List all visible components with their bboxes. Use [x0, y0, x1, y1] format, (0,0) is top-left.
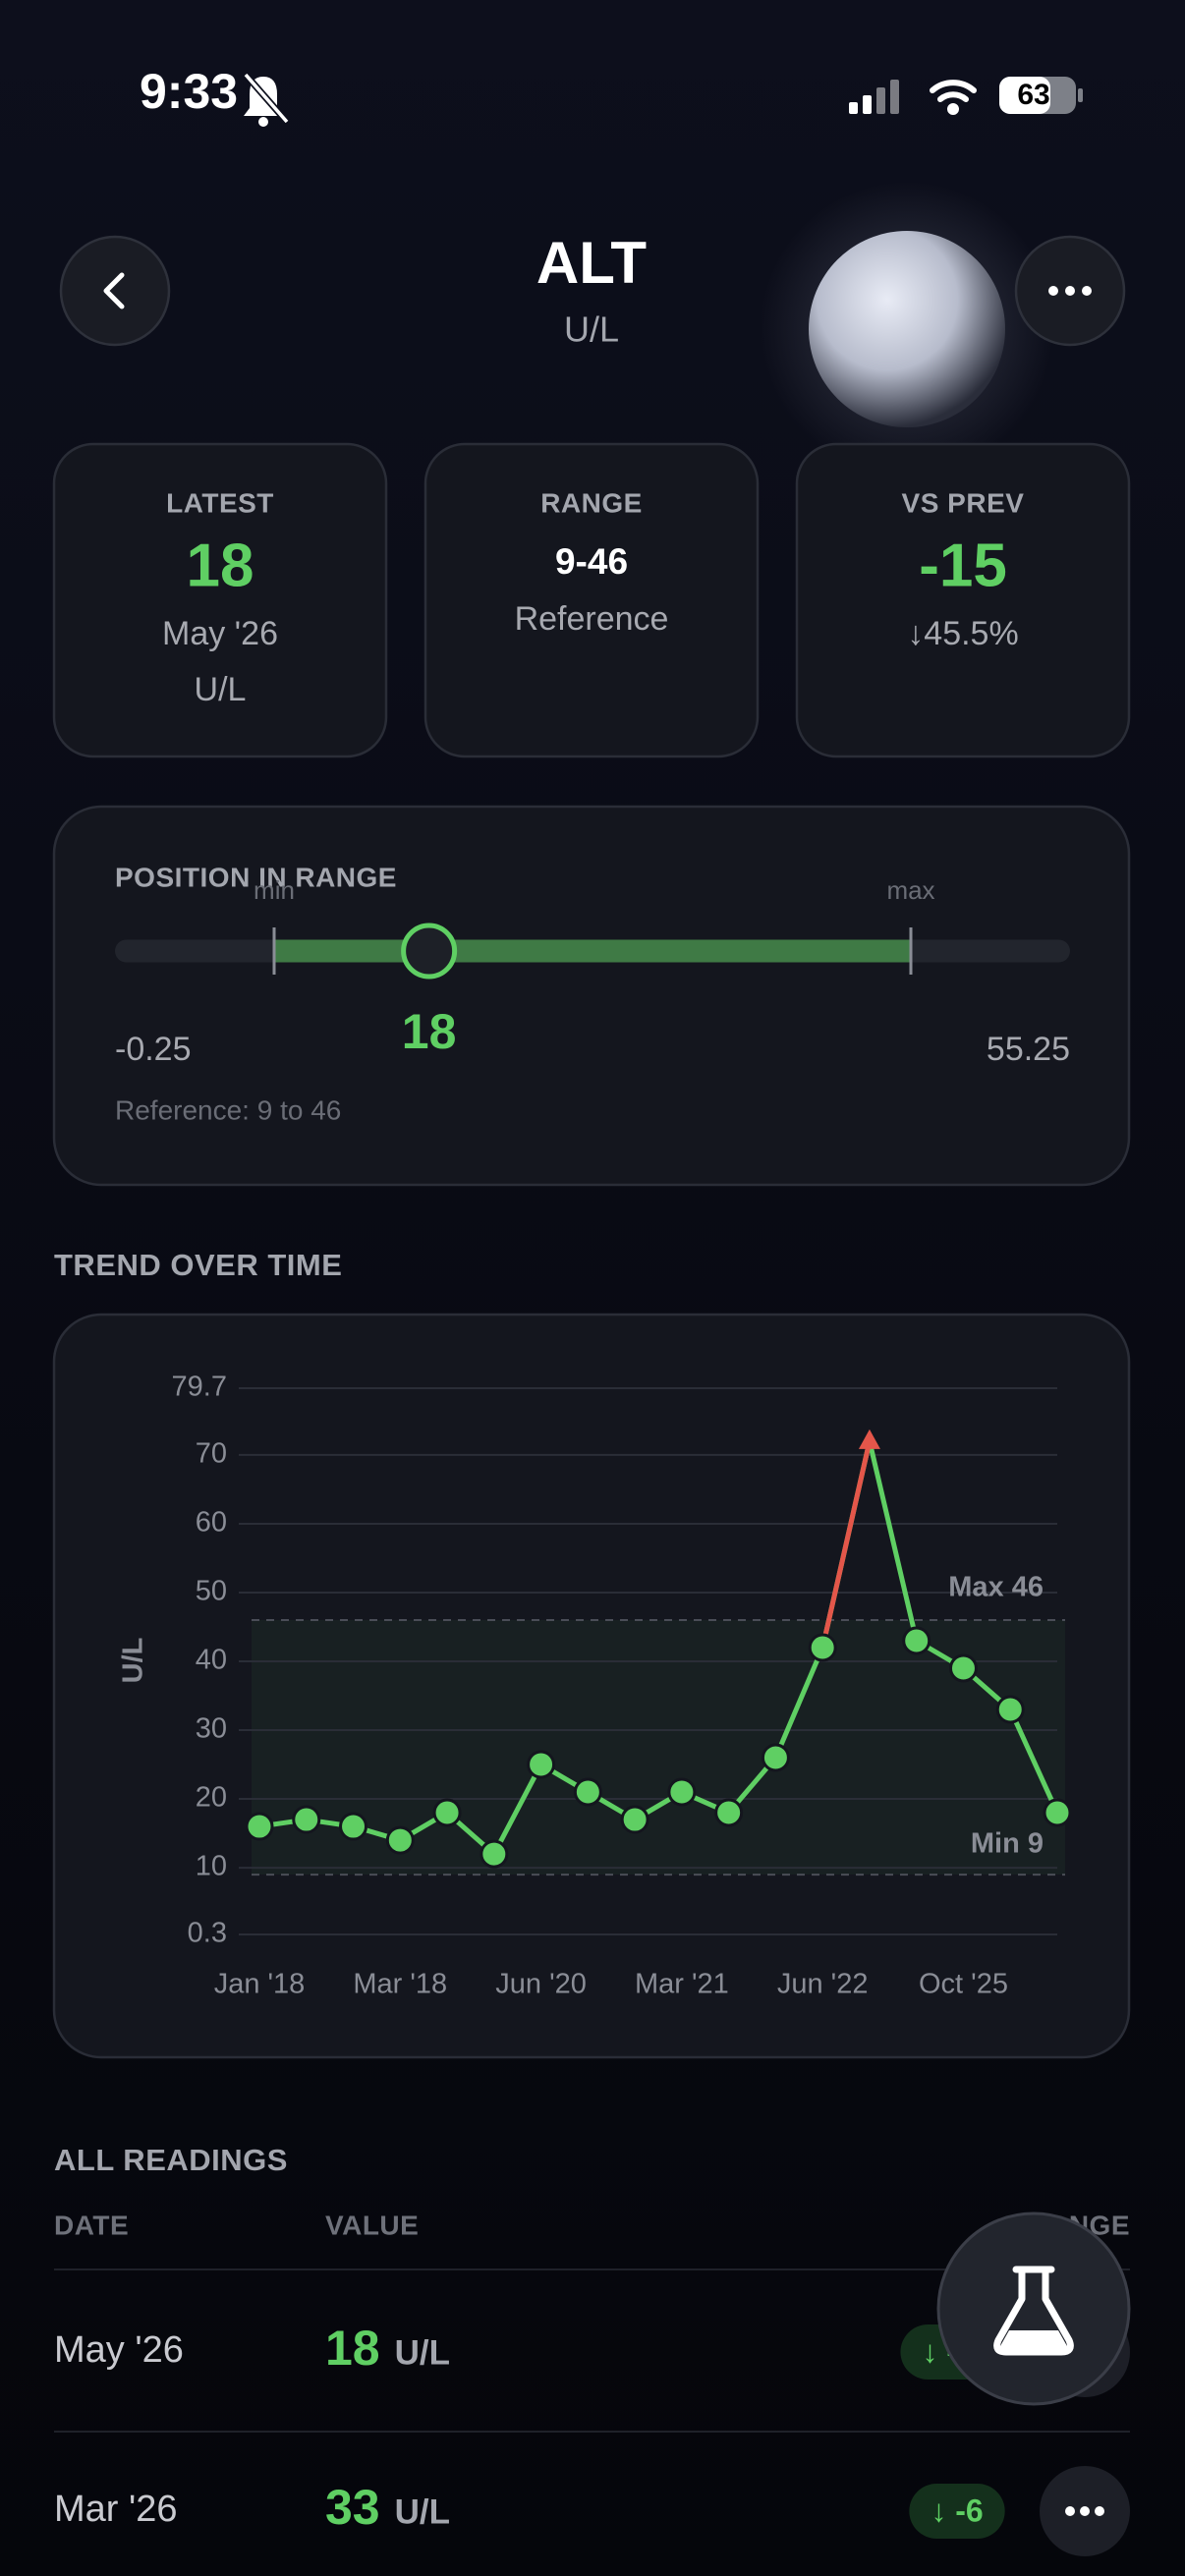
data-point — [385, 1825, 415, 1855]
orb — [809, 231, 1005, 427]
silent-icon — [243, 72, 290, 127]
y-tick-label: 50 — [196, 1576, 227, 1607]
band-label: Max 46 — [948, 1572, 1044, 1603]
x-tick-label: Jun '20 — [495, 1969, 587, 2000]
position-title: POSITION IN RANGE — [115, 862, 397, 892]
change-pill-bg — [909, 2484, 1005, 2539]
battery-icon: 63 — [999, 77, 1083, 114]
page-unit: U/L — [564, 309, 619, 350]
stat-value: 9-46 — [555, 541, 628, 582]
stat-value: -15 — [919, 532, 1007, 599]
reading-date: May '26 — [54, 2329, 184, 2371]
reference-note: Reference: 9 to 46 — [115, 1094, 341, 1125]
y-tick-label: 70 — [196, 1438, 227, 1470]
data-point — [620, 1805, 649, 1834]
data-point — [480, 1839, 509, 1869]
reference-segment — [274, 939, 911, 963]
y-tick-label: 40 — [196, 1645, 227, 1676]
row-more-dot — [1080, 2506, 1090, 2516]
x-tick-label: Mar '18 — [353, 1969, 447, 2000]
y-tick-label: 60 — [196, 1507, 227, 1539]
y-tick-label: 30 — [196, 1713, 227, 1745]
row-more-dot — [1065, 2506, 1075, 2516]
y-tick-label: 0.3 — [188, 1918, 227, 1949]
flask-icon — [993, 2266, 1074, 2356]
section-title: TREND OVER TIME — [54, 1248, 342, 1282]
stat-card — [52, 442, 388, 758]
stat-label: VS PREV — [902, 487, 1025, 518]
stat-card — [423, 442, 760, 758]
stat-detail: May '26 — [162, 615, 278, 652]
y-axis-label: U/L — [118, 1638, 149, 1684]
x-tick-label: Jan '18 — [214, 1969, 306, 2000]
data-point — [527, 1750, 556, 1779]
y-tick-label: 10 — [196, 1851, 227, 1882]
reading-date: Mar '26 — [54, 2489, 178, 2530]
out-of-range-point — [858, 1428, 880, 1449]
max-label: max — [886, 875, 934, 905]
band-area — [252, 1619, 1065, 1876]
stat-label: LATEST — [166, 487, 274, 518]
data-point — [948, 1653, 978, 1683]
stat-detail: U/L — [195, 671, 247, 708]
x-tick-label: Oct '25 — [919, 1969, 1008, 2000]
chart-card — [52, 1313, 1131, 2059]
reference-band — [252, 1619, 1065, 1876]
data-point — [1043, 1798, 1072, 1827]
back-button[interactable] — [59, 235, 171, 347]
change-pill: ↓ -6 — [909, 2484, 1005, 2539]
data-point — [245, 1812, 274, 1841]
lab-fab[interactable] — [936, 2212, 1131, 2406]
data-point — [339, 1812, 368, 1841]
reading-unit: U/L — [395, 2492, 450, 2531]
position-value: 18 — [402, 1004, 457, 1059]
data-point — [667, 1777, 697, 1807]
range-high: 55.25 — [987, 1031, 1070, 1068]
y-tick-label: 79.7 — [172, 1372, 227, 1403]
column-header: VALUE — [325, 2210, 419, 2240]
section-title: ALL READINGS — [54, 2143, 288, 2177]
more-button[interactable] — [1014, 235, 1126, 347]
page-title: ALT — [536, 230, 647, 296]
row-more-dot — [1095, 2506, 1104, 2516]
stat-label: RANGE — [540, 487, 643, 518]
position-marker — [401, 923, 458, 980]
flask-liquid — [999, 2330, 1068, 2350]
position-card — [52, 805, 1131, 1187]
reading-value: 33 — [325, 2480, 380, 2535]
data-point — [714, 1798, 744, 1827]
signal-icon — [849, 80, 899, 114]
data-point — [573, 1777, 602, 1807]
data-point — [761, 1743, 790, 1772]
data-point — [432, 1798, 462, 1827]
stat-card — [795, 442, 1131, 758]
x-tick-label: Mar '21 — [635, 1969, 729, 2000]
fab-bg — [936, 2212, 1131, 2406]
stat-value: 18 — [187, 532, 254, 599]
row-more-button[interactable] — [1040, 2466, 1130, 2556]
stat-detail: Reference — [515, 600, 669, 638]
range-low: -0.25 — [115, 1031, 192, 1068]
reading-change: ↓ -6 — [931, 2492, 983, 2528]
status-time: 9:33 — [140, 64, 238, 119]
x-tick-label: Jun '22 — [777, 1969, 869, 2000]
wifi-icon — [930, 80, 977, 115]
stat-detail: ↓45.5% — [907, 615, 1018, 652]
column-header: DATE — [54, 2210, 129, 2240]
out-of-range-segment — [819, 1440, 873, 1649]
data-point — [902, 1626, 931, 1655]
reading-unit: U/L — [395, 2333, 450, 2372]
band-label: Min 9 — [971, 1828, 1044, 1860]
y-tick-label: 20 — [196, 1782, 227, 1814]
reading-value: 18 — [325, 2321, 380, 2376]
data-point — [292, 1805, 321, 1834]
battery-level: 63 — [1017, 79, 1049, 111]
data-point — [995, 1695, 1025, 1724]
min-label: min — [254, 875, 295, 905]
data-point — [808, 1633, 837, 1662]
